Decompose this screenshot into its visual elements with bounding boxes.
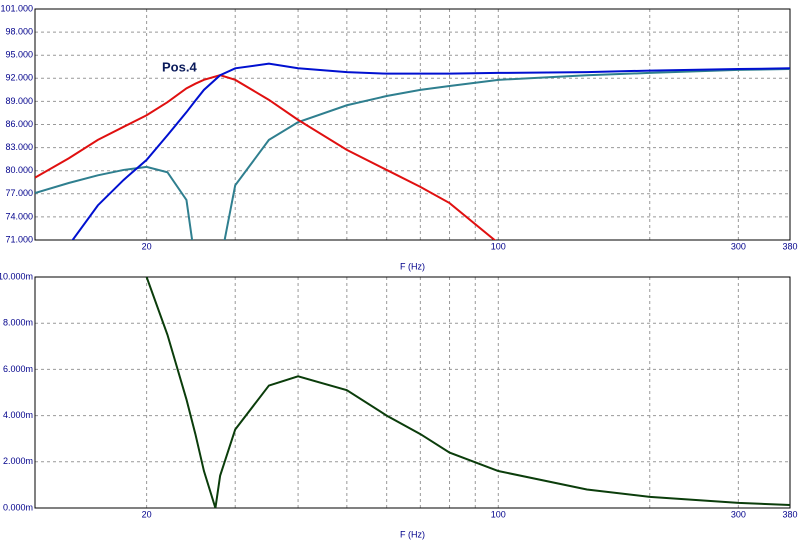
y-tick-label: 6.000m <box>3 364 33 374</box>
series-line <box>145 277 790 508</box>
y-tick-label: 0.000m <box>3 502 33 512</box>
x-tick-label: 20 <box>142 241 152 251</box>
y-tick-label: 8.000m <box>3 318 33 328</box>
plot-area <box>35 62 790 240</box>
x-tick-label: 20 <box>142 509 152 519</box>
plot-frame <box>34 8 791 241</box>
y-tick-label: 74.000 <box>5 211 33 221</box>
y-tick-label: 92.000 <box>5 73 33 83</box>
y-tick-label: 80.000 <box>5 165 33 175</box>
x-tick-label: 100 <box>491 241 506 251</box>
plot-frame <box>34 276 791 509</box>
series-line <box>35 68 790 240</box>
x-axis-label: F (Hz) <box>400 261 425 271</box>
y-tick-label: 83.000 <box>5 142 33 152</box>
annotation: Pos.4 <box>162 59 197 74</box>
y-tick-label: 95.000 <box>5 50 33 60</box>
x-tick-label: 300 <box>731 241 746 251</box>
y-tick-label: 77.000 <box>5 188 33 198</box>
x-tick-label: 380 <box>782 241 797 251</box>
y-tick-label: 101.000 <box>0 3 33 13</box>
x-axis-label: F (Hz) <box>400 529 425 539</box>
y-tick-label: 2.000m <box>3 456 33 466</box>
series-line <box>35 74 497 240</box>
x-tick-label: 380 <box>782 509 797 519</box>
y-tick-label: 4.000m <box>3 410 33 420</box>
y-tick-label: 10.000m <box>0 271 33 281</box>
y-tick-label: 98.000 <box>5 26 33 36</box>
plot-area <box>145 277 790 508</box>
x-tick-label: 100 <box>491 509 506 519</box>
series-line <box>71 62 790 240</box>
y-tick-label: 89.000 <box>5 96 33 106</box>
y-tick-label: 86.000 <box>5 119 33 129</box>
x-tick-label: 300 <box>731 509 746 519</box>
y-tick-label: 71.000 <box>5 234 33 244</box>
